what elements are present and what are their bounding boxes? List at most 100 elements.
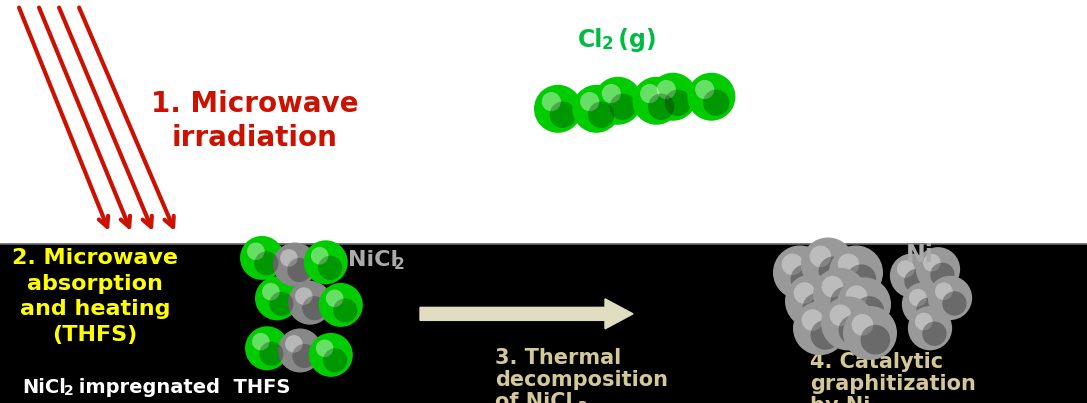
Text: 2: 2 <box>602 35 614 53</box>
Text: 4. Catalytic: 4. Catalytic <box>810 351 944 372</box>
Circle shape <box>640 84 660 103</box>
Circle shape <box>838 253 859 275</box>
Circle shape <box>844 306 897 360</box>
Circle shape <box>794 282 815 304</box>
Circle shape <box>801 309 823 331</box>
Circle shape <box>649 73 697 121</box>
Circle shape <box>773 245 827 299</box>
Circle shape <box>847 264 876 294</box>
Circle shape <box>333 298 358 322</box>
Circle shape <box>790 264 821 294</box>
Circle shape <box>610 93 636 120</box>
Circle shape <box>295 287 313 305</box>
Circle shape <box>794 301 847 355</box>
Circle shape <box>280 249 298 267</box>
Circle shape <box>838 315 869 345</box>
Circle shape <box>278 328 322 372</box>
Text: graphitization: graphitization <box>810 374 976 394</box>
Circle shape <box>902 282 946 326</box>
Text: of NiCl: of NiCl <box>495 393 573 403</box>
Circle shape <box>273 243 317 287</box>
Circle shape <box>252 333 270 351</box>
Circle shape <box>594 77 642 125</box>
Circle shape <box>687 73 736 121</box>
FancyArrow shape <box>420 299 633 329</box>
Circle shape <box>923 254 940 272</box>
Circle shape <box>664 89 691 116</box>
Circle shape <box>935 283 952 300</box>
Circle shape <box>854 296 884 326</box>
Circle shape <box>580 92 599 111</box>
Circle shape <box>837 277 891 331</box>
Circle shape <box>782 253 803 275</box>
Circle shape <box>930 263 954 287</box>
Circle shape <box>262 283 279 301</box>
Circle shape <box>830 287 860 316</box>
Text: 2: 2 <box>578 401 588 403</box>
Circle shape <box>819 256 848 286</box>
Circle shape <box>326 289 343 307</box>
Circle shape <box>588 102 614 128</box>
Circle shape <box>916 247 960 291</box>
Circle shape <box>270 292 293 316</box>
Text: 1. Microwave
irradiation: 1. Microwave irradiation <box>151 90 359 152</box>
Circle shape <box>916 298 940 322</box>
Circle shape <box>318 256 342 280</box>
Text: by Ni: by Ni <box>810 396 871 403</box>
Bar <box>0 244 1087 403</box>
Circle shape <box>822 276 844 297</box>
Circle shape <box>550 102 576 128</box>
Circle shape <box>928 276 972 320</box>
Circle shape <box>915 313 933 330</box>
Circle shape <box>942 291 966 316</box>
Text: Cl: Cl <box>578 28 603 52</box>
Circle shape <box>633 77 680 125</box>
Text: (g): (g) <box>610 28 657 52</box>
Circle shape <box>287 258 312 282</box>
Text: NiCl: NiCl <box>22 378 66 397</box>
Circle shape <box>292 344 316 368</box>
Circle shape <box>323 348 348 372</box>
Circle shape <box>810 245 832 267</box>
Circle shape <box>909 289 926 307</box>
Circle shape <box>240 236 284 280</box>
Circle shape <box>534 85 582 133</box>
Circle shape <box>703 89 729 116</box>
Circle shape <box>922 322 947 346</box>
Circle shape <box>829 305 851 326</box>
Circle shape <box>311 247 328 264</box>
Circle shape <box>695 80 714 99</box>
Text: 3. Thermal: 3. Thermal <box>495 349 622 368</box>
Circle shape <box>573 85 621 133</box>
Circle shape <box>288 281 332 325</box>
Circle shape <box>846 285 867 307</box>
Circle shape <box>908 306 952 350</box>
Circle shape <box>254 251 278 276</box>
Circle shape <box>851 314 873 336</box>
Circle shape <box>821 297 875 350</box>
Circle shape <box>897 260 914 278</box>
Circle shape <box>302 296 326 320</box>
Circle shape <box>801 237 855 291</box>
Circle shape <box>602 84 621 103</box>
Circle shape <box>303 240 348 284</box>
Circle shape <box>255 276 299 320</box>
Text: NiCl: NiCl <box>348 250 398 270</box>
Circle shape <box>245 326 289 370</box>
Bar <box>0 0 1087 244</box>
Circle shape <box>861 325 890 355</box>
Circle shape <box>802 293 833 323</box>
Text: decomposition: decomposition <box>495 370 669 391</box>
Circle shape <box>829 245 883 299</box>
Text: impregnated  THFS: impregnated THFS <box>72 378 290 397</box>
Circle shape <box>316 339 334 357</box>
Text: Ni: Ni <box>905 243 934 267</box>
Circle shape <box>285 335 302 353</box>
Text: 2. Microwave
absorption
and heating
(THFS): 2. Microwave absorption and heating (THF… <box>12 248 178 345</box>
Circle shape <box>890 253 934 298</box>
Text: 2: 2 <box>393 257 404 272</box>
Circle shape <box>247 243 264 260</box>
Text: 2: 2 <box>64 384 74 398</box>
Circle shape <box>541 92 561 111</box>
Circle shape <box>811 320 840 350</box>
